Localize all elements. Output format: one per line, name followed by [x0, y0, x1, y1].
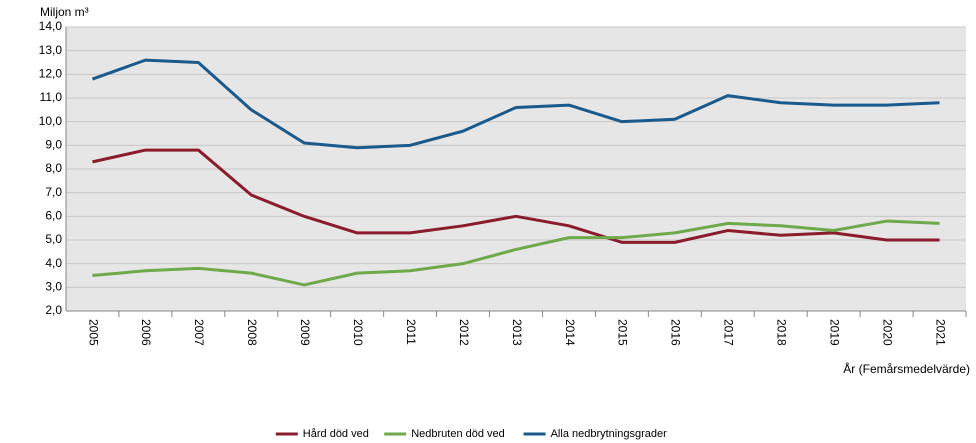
- y-axis-label: Miljon m³: [40, 5, 89, 19]
- data-line: [92, 148, 940, 244]
- legend-label: Alla nedbrytningsgrader: [551, 428, 668, 440]
- x-tick-label: 2012: [457, 319, 471, 346]
- x-tick-label: 2010: [351, 319, 365, 346]
- y-tick-label: 8,0: [45, 161, 62, 175]
- y-tick-label: 11,0: [40, 90, 63, 104]
- y-tick-label: 12,0: [39, 67, 63, 81]
- legend-label: Hård död ved: [303, 428, 369, 440]
- x-tick-label: 2020: [880, 319, 894, 346]
- y-tick-label: 13,0: [39, 43, 63, 57]
- legend-label: Nedbruten död ved: [411, 428, 505, 440]
- x-tick-label: 2011: [404, 319, 418, 345]
- y-tick-label: 10,0: [39, 114, 63, 128]
- y-tick-label: 4,0: [45, 256, 62, 270]
- y-tick-label: 9,0: [45, 138, 62, 152]
- x-tick-label: 2014: [563, 319, 577, 346]
- x-tick-label: 2017: [722, 319, 736, 346]
- x-tick-label: 2018: [775, 319, 789, 346]
- y-tick-label: 5,0: [45, 232, 62, 246]
- data-line: [91, 58, 940, 150]
- x-tick-label: 2006: [139, 319, 153, 346]
- x-tick-label: 2019: [827, 319, 841, 346]
- data-line: [92, 219, 940, 287]
- y-tick-label: 14,0: [39, 19, 63, 33]
- x-tick-label: 2008: [245, 319, 259, 346]
- x-tick-label: 2005: [86, 319, 100, 346]
- x-tick-label: 2007: [192, 319, 206, 346]
- x-tick-label: 2016: [669, 319, 683, 346]
- x-tick-label: 2009: [298, 319, 312, 346]
- y-tick-label: 6,0: [45, 209, 62, 223]
- x-tick-label: 2021: [933, 319, 947, 346]
- y-tick-label: 2,0: [45, 303, 62, 317]
- y-tick-label: 7,0: [45, 185, 62, 199]
- y-tick-label: 3,0: [45, 280, 62, 294]
- x-tick-label: 2015: [616, 319, 630, 346]
- x-tick-label: 2013: [510, 319, 524, 346]
- x-axis-label: År (Femårsmedelvärde): [843, 361, 970, 376]
